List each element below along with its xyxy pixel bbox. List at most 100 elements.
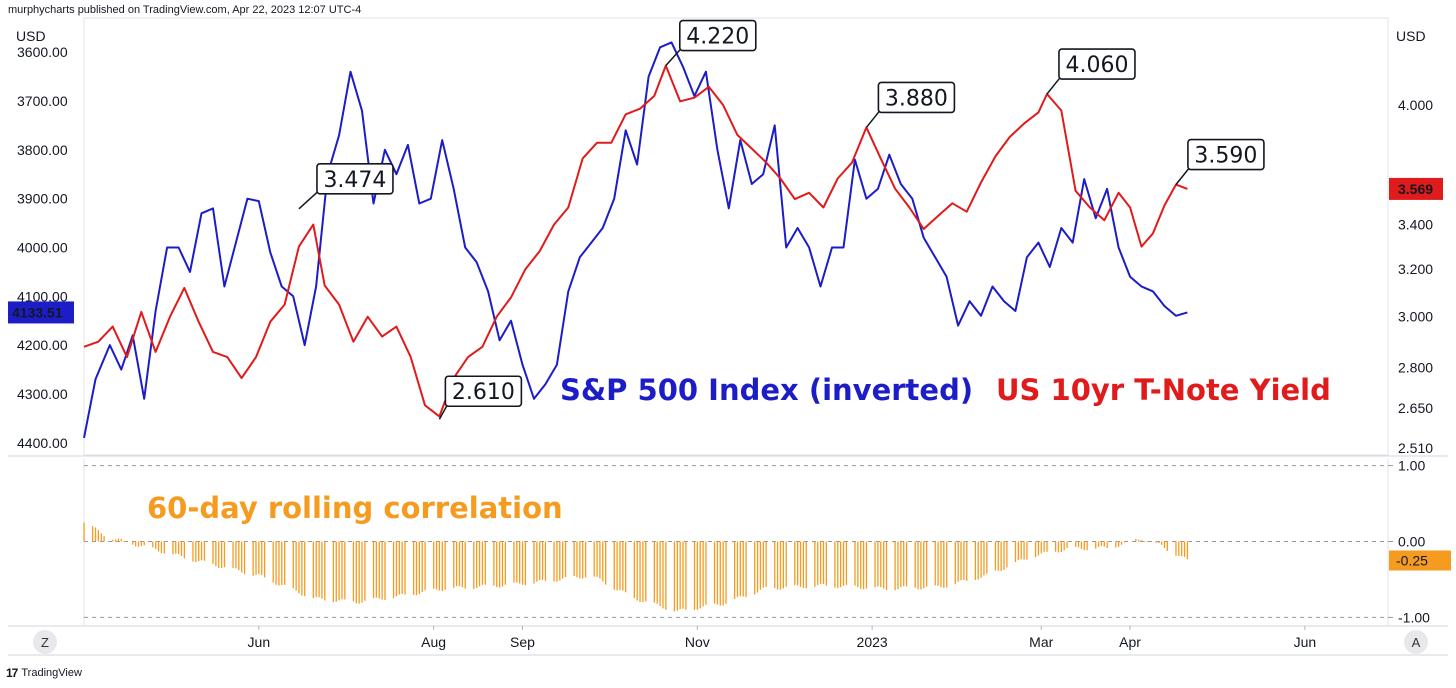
- corr-bar: [252, 541, 254, 576]
- corr-bar: [324, 541, 326, 601]
- corr-bar: [1034, 541, 1037, 558]
- left-axis-tick: 3700.00: [17, 93, 68, 109]
- corr-bar: [258, 541, 260, 575]
- corr-bar: [584, 541, 587, 578]
- corr-bar: [834, 541, 836, 588]
- left-axis-tick: 4200.00: [17, 337, 68, 353]
- corr-bar: [582, 541, 584, 579]
- corr-bar: [1160, 541, 1163, 545]
- corr-bar: [281, 541, 283, 586]
- corr-bar: [685, 541, 687, 610]
- corr-bar: [415, 541, 418, 596]
- yield-line: [83, 64, 1188, 418]
- corr-bar: [519, 541, 521, 584]
- corr-bar: [544, 541, 547, 581]
- corr-bar: [1155, 541, 1157, 543]
- auto-scale-right-button[interactable]: A: [1404, 630, 1428, 654]
- corr-bar: [238, 541, 240, 571]
- corr-bar: [395, 541, 398, 597]
- corr-bar: [733, 541, 736, 599]
- corr-bar: [1118, 541, 1120, 547]
- corr-bar: [954, 541, 956, 585]
- corr-bar: [461, 541, 464, 588]
- publish-caption: murphycharts published on TradingView.co…: [8, 4, 362, 16]
- corr-bar: [155, 541, 157, 550]
- corr-bar: [1146, 541, 1148, 542]
- annotation-label: 2.610: [452, 380, 515, 405]
- corr-bar: [398, 541, 400, 595]
- corr-bar: [272, 541, 274, 583]
- corr-bar: [1060, 541, 1062, 553]
- corr-bar: [1135, 538, 1137, 542]
- corr-bar: [745, 541, 747, 598]
- x-axis-tick: Nov: [685, 634, 710, 650]
- x-axis-tick: Mar: [1029, 634, 1053, 650]
- corr-bar: [579, 541, 581, 579]
- auto-scale-left-button[interactable]: Z: [33, 630, 57, 654]
- corr-bar: [481, 541, 484, 585]
- corr-bar: [183, 541, 186, 559]
- corr-bar: [616, 541, 618, 591]
- corr-bar: [1014, 541, 1017, 563]
- corr-bar: [321, 541, 323, 599]
- corr-bar: [384, 541, 386, 601]
- corr-bar: [458, 541, 461, 587]
- corr-bar: [163, 541, 165, 554]
- annotation-label: 4.220: [686, 25, 749, 50]
- corr-bar: [785, 541, 787, 587]
- right-axis-unit: USD: [1396, 28, 1426, 44]
- corr-bar: [825, 541, 827, 586]
- corr-bar: [355, 541, 357, 604]
- corr-bar: [341, 541, 343, 600]
- annotation-label: 4.060: [1065, 53, 1128, 78]
- corr-bar: [312, 541, 314, 599]
- corr-bar: [304, 541, 306, 597]
- corr-bar: [845, 541, 848, 585]
- corr-bar: [215, 541, 217, 567]
- x-axis-tick: 2023: [857, 634, 888, 650]
- corr-bar: [1063, 541, 1065, 551]
- corr-bar: [180, 541, 183, 556]
- corr-bar: [605, 541, 607, 585]
- corr-bar: [762, 541, 764, 588]
- corr-bar: [860, 541, 862, 589]
- corr-bar: [412, 541, 415, 595]
- corr-bar: [292, 541, 294, 589]
- corr-bar: [559, 541, 561, 581]
- corr-bar: [665, 541, 667, 610]
- corr-bar: [705, 541, 707, 605]
- annotation-box: [316, 162, 394, 195]
- corr-bar: [378, 541, 380, 599]
- corr-bar: [100, 533, 102, 542]
- corr-bar: [496, 541, 498, 588]
- corr-bar: [642, 541, 644, 603]
- left-axis-tick: 3800.00: [17, 142, 68, 158]
- footer-brand[interactable]: 17 TradingView: [6, 666, 82, 680]
- corr-bar: [1026, 541, 1028, 560]
- corr-bar: [865, 541, 868, 589]
- corr-bar: [243, 541, 246, 575]
- yield-last-value-badge: [1389, 177, 1443, 200]
- corr-bar: [573, 541, 575, 577]
- corr-bar: [152, 541, 154, 548]
- corr-bar: [195, 541, 197, 562]
- corr-bar: [1100, 541, 1103, 546]
- corr-bar: [344, 541, 346, 600]
- corr-bar: [840, 541, 842, 588]
- corr-bar: [338, 541, 340, 601]
- x-axis-tick: Sep: [510, 634, 535, 650]
- corr-bar: [235, 541, 237, 569]
- right-axis-tick: 3.200: [1398, 261, 1433, 277]
- corr-last-value-label: -0.25: [1396, 552, 1428, 568]
- corr-bar: [994, 541, 997, 571]
- corr-bar: [315, 541, 317, 598]
- corr-axis-tick: -1.00: [1398, 609, 1430, 625]
- corr-bar: [556, 541, 558, 582]
- left-axis-tick: 3600.00: [17, 44, 68, 60]
- corr-bar: [223, 541, 226, 568]
- annotation-box: [1058, 48, 1136, 80]
- left-axis-unit: USD: [16, 28, 46, 44]
- main-pane-frame: [83, 17, 1389, 456]
- annotation-box: [1187, 138, 1265, 171]
